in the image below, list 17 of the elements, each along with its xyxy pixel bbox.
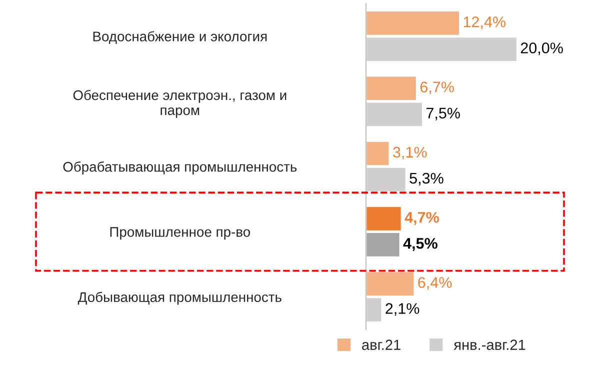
- legend-label: янв.-авг.21: [454, 340, 526, 350]
- data-label: 7,5%: [426, 108, 460, 120]
- y-tick-label: Промышленное пр-во: [110, 227, 250, 240]
- data-label: 4,5%: [403, 238, 438, 252]
- legend-label: авг.21: [362, 340, 400, 350]
- y-tick-label: Водоснабжение и экология: [93, 31, 267, 44]
- y-tick-label: Добывающая промышленность: [78, 292, 282, 305]
- y-tick-label: Обеспечение электроэн., газом и паром: [73, 90, 286, 118]
- data-label: 5,3%: [410, 172, 444, 186]
- data-label: 4,7%: [404, 212, 439, 225]
- data-label: 3,1%: [393, 146, 427, 160]
- data-label: 6,4%: [418, 277, 452, 290]
- data-label: 20,0%: [520, 42, 563, 56]
- y-tick-label: Обрабатывающая промышленность: [63, 161, 297, 175]
- data-label: 12,4%: [464, 16, 506, 30]
- data-label: 2,1%: [386, 303, 420, 316]
- data-label: 6,7%: [420, 82, 454, 94]
